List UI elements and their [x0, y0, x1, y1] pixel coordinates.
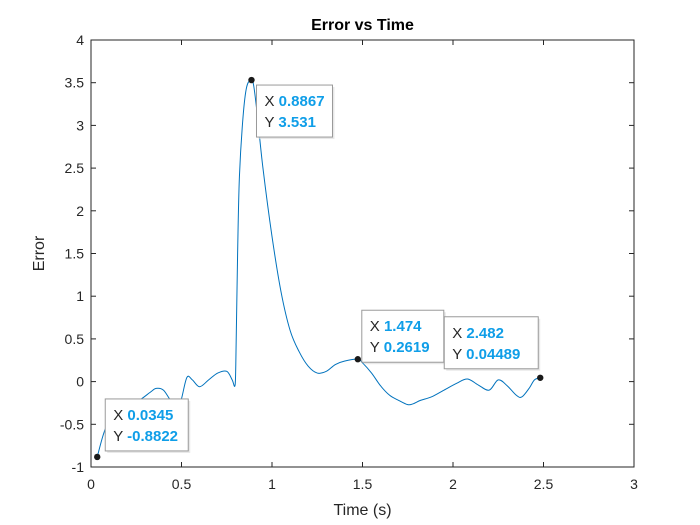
- x-axis-title: Time (s): [333, 502, 391, 519]
- datatip-y-label: Y: [370, 339, 384, 356]
- y-tick-label: -0.5: [60, 416, 84, 432]
- y-tick-label: -1: [72, 459, 85, 475]
- datatip-x-row: X 1.474: [370, 318, 422, 335]
- datatip-x-row: X 0.8867: [264, 93, 324, 110]
- y-tick-label: 4: [76, 32, 84, 48]
- y-tick-label: 3: [76, 117, 84, 133]
- axes-box: [90, 39, 635, 468]
- y-tick-label: 1: [76, 288, 84, 304]
- y-tick-label: 2.5: [65, 160, 85, 176]
- datatip-marker: [537, 374, 544, 381]
- datatip-y-value: 0.2619: [384, 339, 430, 356]
- datatip-y-value: 0.04489: [466, 346, 520, 363]
- datatip-y-value: 3.531: [278, 114, 316, 131]
- y-tick-label: 1.5: [65, 246, 85, 262]
- datatip-y-row: Y -0.8822: [113, 428, 178, 445]
- datatip-x-value: 2.482: [466, 325, 504, 342]
- datatip-x-label: X: [452, 325, 466, 342]
- chart-title: Error vs Time: [311, 17, 414, 34]
- datatip-x-row: X 2.482: [452, 325, 504, 342]
- x-tick-label: 2: [449, 476, 457, 492]
- datatip-x-label: X: [370, 318, 384, 335]
- y-tick-label: 0.5: [65, 331, 85, 347]
- datatip-y-row: Y 0.2619: [370, 339, 430, 356]
- datatip-box: [104, 398, 189, 452]
- x-tick-label: 0: [87, 476, 95, 492]
- x-tick-label: 1.5: [353, 476, 373, 492]
- datatip-y-row: Y 3.531: [264, 114, 315, 131]
- datatip-x-label: X: [113, 407, 127, 424]
- x-tick-label: 1: [268, 476, 276, 492]
- datatip-marker: [94, 453, 101, 461]
- y-axis-title: Error: [31, 235, 48, 271]
- datatip-y-label: Y: [452, 346, 466, 363]
- datatip-x-value: 0.8867: [279, 93, 325, 110]
- datatip-x-label: X: [264, 93, 278, 110]
- datatip-x-value: 1.474: [384, 318, 422, 335]
- x-tick-label: 2.5: [534, 476, 554, 492]
- datatip-x-value: 0.0345: [127, 407, 173, 424]
- datatip-y-value: -0.8822: [127, 428, 178, 445]
- x-tick-label: 0.5: [172, 476, 192, 492]
- datatip-y-row: Y 0.04489: [452, 346, 520, 363]
- datatip-box: [443, 316, 539, 370]
- datatip-marker: [248, 76, 255, 84]
- datatip-y-label: Y: [264, 114, 278, 131]
- datatip-x-row: X 0.0345: [113, 407, 173, 424]
- datatip-y-label: Y: [113, 428, 127, 445]
- x-tick-label: 3: [630, 476, 638, 492]
- y-tick-label: 0: [76, 374, 84, 390]
- datatip-box: [361, 309, 445, 363]
- y-tick-label: 2: [76, 203, 84, 219]
- y-tick-label: 3.5: [65, 75, 85, 91]
- datatip-marker: [354, 356, 361, 363]
- datatip-box: [255, 84, 333, 138]
